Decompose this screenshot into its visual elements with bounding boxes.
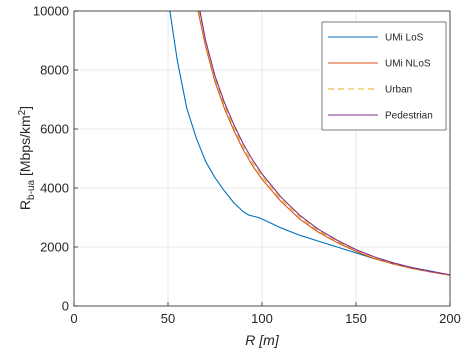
- y-axis-title-close: ]: [17, 106, 33, 110]
- series-layer: [169, 10, 451, 276]
- y-tick-label: 10000: [33, 4, 69, 19]
- series-line: [197, 10, 451, 276]
- x-axis-title: R [m]: [245, 332, 280, 348]
- y-tick-label: 4000: [40, 181, 69, 196]
- y-tick-label: 6000: [40, 122, 69, 137]
- x-tick-label: 0: [70, 311, 77, 326]
- x-tick-label: 150: [345, 311, 367, 326]
- x-tick-label: 50: [161, 311, 175, 326]
- x-tick-label: 200: [439, 311, 461, 326]
- legend-items: UMi LoS UMi NLoS Urban Pedestrian: [328, 33, 433, 122]
- legend-label: Pedestrian: [385, 111, 433, 122]
- y-axis-title-superscript: 2: [17, 109, 28, 115]
- y-axis-title-unit: [Mbps/km: [17, 115, 33, 180]
- y-axis-title-main: R: [17, 200, 33, 210]
- y-tick-label: 8000: [40, 63, 69, 78]
- legend: UMi LoS UMi NLoS Urban Pedestrian: [321, 21, 447, 131]
- legend-label: UMi LoS: [385, 33, 424, 44]
- legend-label: UMi NLoS: [385, 59, 431, 70]
- y-axis-title: Rb-ua [Mbps/km2]: [17, 106, 37, 210]
- y-axis-title-subscript: b-ua: [26, 180, 37, 200]
- y-tick-label: 2000: [40, 240, 69, 255]
- series-line: [199, 10, 451, 276]
- y-tick-label: 0: [62, 299, 69, 314]
- x-tick-label: 100: [251, 311, 273, 326]
- legend-label: Urban: [385, 85, 412, 96]
- legend-box: [321, 21, 447, 131]
